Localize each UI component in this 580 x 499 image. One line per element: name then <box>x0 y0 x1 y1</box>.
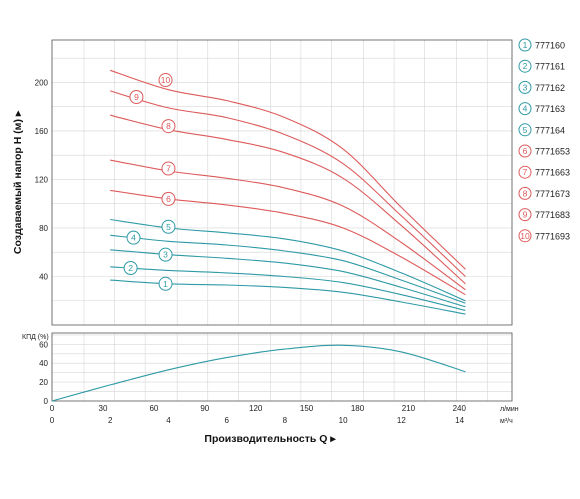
x-tick-m3h: 10 <box>339 416 348 425</box>
legend-label: 777162 <box>535 83 565 93</box>
y-axis-title-efficiency: КПД (%) <box>22 334 49 341</box>
legend-marker-number: 2 <box>523 61 528 71</box>
curve-badge-6 <box>161 191 176 206</box>
curve-badge-number: 3 <box>163 250 168 260</box>
x-tick-lpm: 0 <box>50 404 55 413</box>
curve-badge-8 <box>161 119 176 134</box>
legend-label: 777160 <box>535 41 565 51</box>
y-tick-label: 200 <box>35 78 49 87</box>
legend-label: 777164 <box>535 125 565 135</box>
legend-marker-9 <box>518 208 532 222</box>
legend-label: 7771693 <box>535 231 570 241</box>
curve-badge-number: 5 <box>166 222 171 232</box>
legend-label: 777161 <box>535 62 565 72</box>
x-tick-lpm: 30 <box>99 404 108 413</box>
legend-label: 7771673 <box>535 189 570 199</box>
x-tick-lpm: 180 <box>351 404 365 413</box>
curve-badge-number: 4 <box>131 233 136 243</box>
legend-marker-1 <box>518 38 532 52</box>
legend-marker-2 <box>518 59 532 73</box>
head-curve-2 <box>110 266 466 311</box>
legend-label: 7771653 <box>535 147 570 157</box>
x-tick-m3h: 4 <box>166 416 171 425</box>
legend-marker-4 <box>518 102 532 116</box>
legend-marker-3 <box>518 80 532 94</box>
curve-badge-number: 7 <box>166 164 171 174</box>
legend-marker-6 <box>518 144 532 158</box>
head-curve-4 <box>110 234 466 304</box>
y-tick-label: 0 <box>44 397 49 406</box>
y-tick-label: 120 <box>35 175 49 184</box>
x-axis-title: Производительность Q ▸ <box>204 433 336 445</box>
curve-badge-4 <box>126 230 141 245</box>
legend-marker-number: 4 <box>523 104 528 114</box>
x-tick-lpm: 120 <box>249 404 263 413</box>
top-chart-axes: 40 80 120 160 200 <box>35 39 513 326</box>
curve-badge-number: 6 <box>166 194 171 204</box>
y-tick-label: 160 <box>35 127 49 136</box>
efficiency-line <box>51 344 466 402</box>
x-tick-m3h: 8 <box>283 416 288 425</box>
legend-marker-number: 3 <box>523 82 528 92</box>
bottom-chart-axes: 0 20 40 60 <box>39 332 513 406</box>
legend-marker-5 <box>518 123 532 137</box>
x-tick-lpm: 150 <box>300 404 314 413</box>
x-axis-unit-m3h: м³/ч <box>500 418 513 425</box>
x-tick-lpm: 210 <box>402 404 416 413</box>
y-tick-label: 60 <box>39 340 48 349</box>
curve-badge-10 <box>158 73 173 88</box>
plot-frame <box>51 39 513 326</box>
x-axis-unit-lpm: л/мин <box>500 406 519 413</box>
top-chart-grid <box>51 40 513 325</box>
x-tick-lpm: 60 <box>149 404 158 413</box>
curve-badge-5 <box>161 219 176 234</box>
legend-label: 777163 <box>535 104 565 114</box>
legend-marker-number: 8 <box>523 188 528 198</box>
x-tick-m3h: 6 <box>224 416 229 425</box>
x-tick-lpm: 240 <box>453 404 467 413</box>
x-tick-m3h: 0 <box>50 416 55 425</box>
x-tick-m3h: 14 <box>455 416 464 425</box>
y-axis-title-head: Создаваемый напор H (м) ▸ <box>12 110 24 254</box>
legend-marker-number: 10 <box>520 231 530 241</box>
efficiency-curve <box>51 344 466 402</box>
curve-badge-2 <box>123 261 138 275</box>
x-axis-lpm-ticks: 0 30 60 90 120 150 180 210 240 <box>50 404 467 413</box>
curve-badge-9 <box>129 90 144 104</box>
y-tick-label: 40 <box>39 359 48 368</box>
curve-badge-number: 9 <box>134 92 139 102</box>
curve-badge-number: 8 <box>166 121 171 131</box>
legend-label: 7771683 <box>535 210 570 220</box>
legend-marker-number: 6 <box>523 146 528 156</box>
curve-badge-number: 2 <box>128 263 133 273</box>
y-tick-label: 40 <box>39 272 48 281</box>
legend-marker-number: 7 <box>523 167 528 177</box>
x-tick-m3h: 2 <box>108 416 113 425</box>
y-tick-label: 20 <box>39 378 48 387</box>
curve-badge-7 <box>161 161 176 176</box>
legend-label: 7771663 <box>535 168 570 178</box>
legend: 1 777160 2 777161 3 777162 4 777163 5 777164 6 7771… <box>518 38 570 243</box>
curve-badge-1 <box>158 276 173 291</box>
legend-marker-number: 9 <box>523 210 528 220</box>
legend-marker-10 <box>518 229 532 243</box>
curve-badge-number: 1 <box>163 279 168 289</box>
bottom-chart-grid <box>51 333 513 401</box>
y-tick-label: 80 <box>39 224 48 233</box>
x-axis-m3h-ticks: 0 2 4 6 8 10 12 14 <box>50 416 465 425</box>
head-curve-9 <box>110 90 466 277</box>
legend-marker-number: 5 <box>523 125 528 135</box>
legend-marker-7 <box>518 165 532 179</box>
x-tick-m3h: 12 <box>397 416 406 425</box>
head-curve-10 <box>110 69 466 270</box>
plot-frame <box>51 332 513 402</box>
curve-badge-3 <box>158 247 173 262</box>
curve-badges: 1 2 3 4 5 6 7 8 9 10 <box>123 73 176 291</box>
legend-marker-8 <box>518 186 532 200</box>
x-tick-lpm: 90 <box>200 404 209 413</box>
legend-marker-number: 1 <box>523 40 528 50</box>
curve-badge-number: 10 <box>161 75 171 85</box>
